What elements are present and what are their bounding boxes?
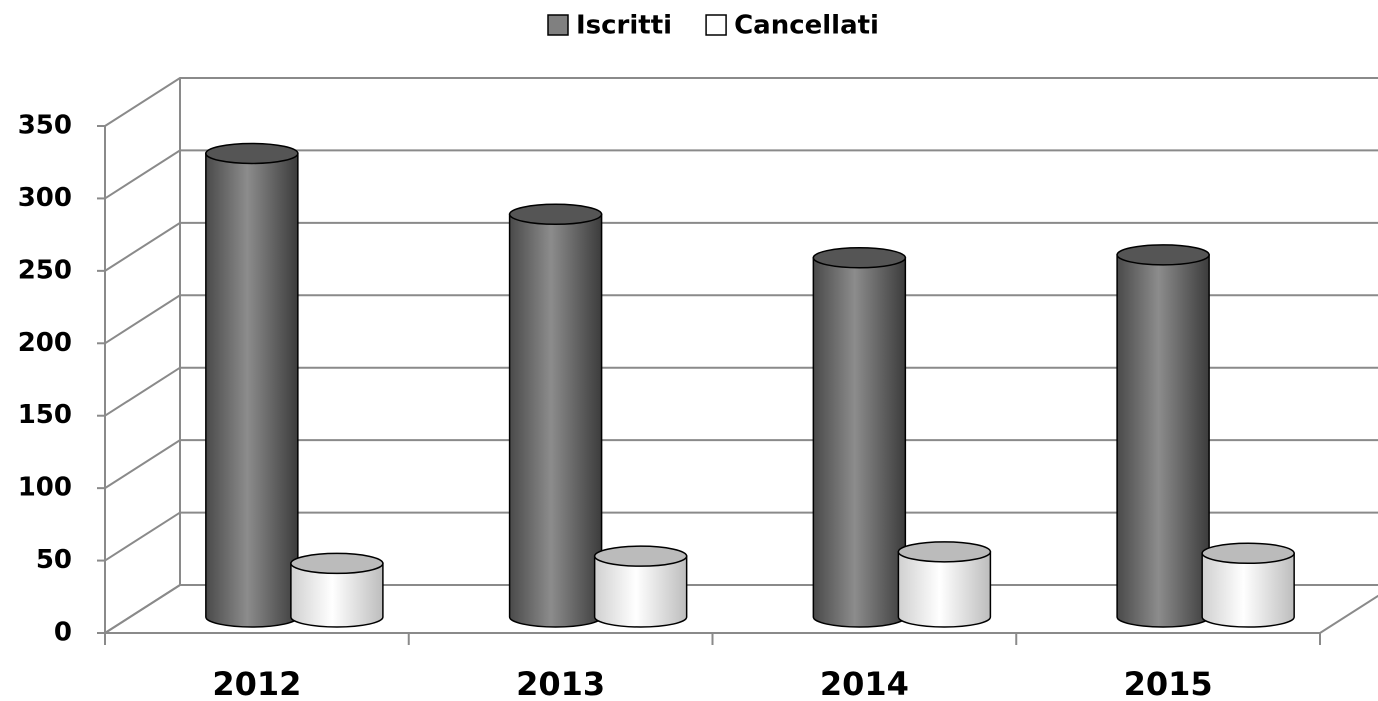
cylinder-body	[897, 551, 992, 628]
cylinder-body	[290, 562, 384, 628]
grid-line	[104, 149, 1378, 200]
cylinder-body	[812, 257, 907, 628]
grid-line	[104, 77, 1378, 127]
cylinder	[1201, 542, 1295, 628]
cylinder-body	[205, 152, 299, 628]
x-tick-label: 2015	[1124, 665, 1213, 701]
cylinder-top	[1201, 542, 1295, 565]
legend-label: Iscritti	[576, 11, 672, 41]
grid-line	[104, 439, 1378, 489]
cylinder-top	[1116, 244, 1210, 266]
cylinder	[593, 545, 688, 628]
x-tick-label: 2014	[820, 665, 909, 701]
grid-line	[104, 294, 1378, 345]
cylinder-body	[1201, 552, 1295, 628]
cylinder-top	[897, 541, 992, 563]
y-tick-label: 50	[36, 545, 72, 575]
cylinder-body	[1116, 254, 1210, 628]
y-tick-label: 200	[18, 328, 72, 358]
legend-label: Cancellati	[734, 11, 879, 41]
y-tick-label: 350	[18, 111, 72, 141]
cylinder	[508, 203, 603, 628]
cylinder-top	[205, 142, 299, 165]
cylinder-top	[812, 247, 907, 269]
grid-line	[104, 221, 1378, 272]
y-tick-label: 300	[18, 183, 72, 213]
y-tick-label: 0	[54, 618, 72, 648]
cylinder	[897, 541, 992, 628]
x-tick-label: 2013	[516, 665, 605, 701]
y-tick-label: 150	[18, 400, 72, 430]
legend-swatch	[547, 14, 569, 36]
legend-swatch	[705, 14, 727, 36]
cylinder	[290, 552, 384, 628]
cylinder	[812, 247, 907, 628]
grid-line	[104, 366, 1378, 417]
grid-line	[104, 511, 1378, 562]
cylinder-body	[508, 213, 603, 628]
cylinder-top	[290, 552, 384, 575]
cylinder-top	[593, 545, 688, 567]
cylinder-body	[593, 555, 688, 628]
y-tick-label: 100	[18, 473, 72, 503]
cylinder	[205, 142, 299, 628]
y-tick-label: 250	[18, 255, 72, 285]
cylinder-top	[508, 203, 603, 226]
x-tick-label: 2012	[212, 665, 301, 701]
cylinder	[1116, 244, 1210, 628]
